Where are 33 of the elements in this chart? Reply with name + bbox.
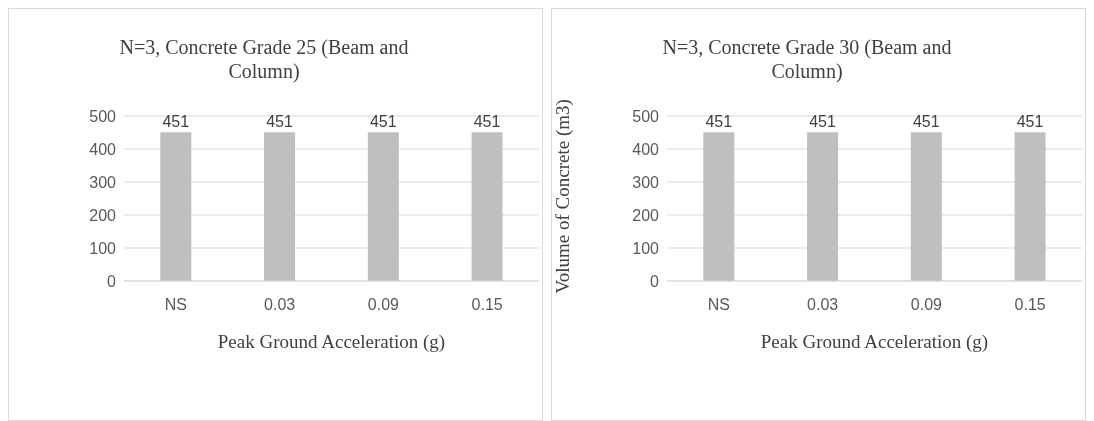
- y-tick-label: 400: [632, 140, 660, 158]
- data-label: 451: [912, 113, 940, 131]
- y-tick-label: 0: [650, 272, 660, 290]
- x-axis-title: Peak Ground Acceleration (g): [217, 331, 446, 353]
- data-label: 451: [705, 113, 733, 131]
- y-tick-label: 200: [632, 206, 660, 224]
- x-axis-title: Peak Ground Acceleration (g): [760, 331, 989, 353]
- data-label: 451: [809, 113, 837, 131]
- data-label: 451: [1016, 113, 1044, 131]
- chart-title: N=3, Concrete Grade 25 (Beam and Column): [118, 35, 410, 83]
- y-tick-label: 500: [89, 107, 117, 125]
- y-tick-label: 0: [107, 272, 117, 290]
- y-axis-title: Volume of Concrete (m3): [551, 99, 574, 294]
- data-label: 451: [162, 113, 190, 131]
- y-tick-label: 400: [89, 140, 117, 158]
- y-tick-label: 300: [89, 173, 117, 191]
- x-tick-label: 0.03: [264, 296, 296, 314]
- y-tick-label: 100: [89, 239, 117, 257]
- y-tick-label: 500: [632, 107, 660, 125]
- y-tick-label: 300: [632, 173, 660, 191]
- x-tick-label: NS: [707, 296, 730, 314]
- x-tick-label: 0.09: [910, 296, 943, 314]
- y-tick-label: 200: [89, 206, 117, 224]
- x-tick-label: NS: [164, 296, 187, 314]
- y-tick-label: 100: [632, 239, 660, 257]
- chart-title: N=3, Concrete Grade 30 (Beam and Column): [661, 35, 953, 83]
- data-label: 451: [266, 113, 294, 131]
- data-label: 451: [369, 113, 397, 131]
- data-label: 451: [473, 113, 501, 131]
- x-tick-label: 0.15: [1014, 296, 1046, 314]
- x-tick-label: 0.03: [807, 296, 839, 314]
- x-tick-label: 0.09: [367, 296, 400, 314]
- x-tick-label: 0.15: [471, 296, 503, 314]
